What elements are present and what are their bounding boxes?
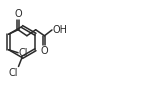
- Text: Cl: Cl: [19, 48, 28, 58]
- Text: Cl: Cl: [8, 67, 18, 77]
- Text: OH: OH: [53, 25, 68, 35]
- Text: O: O: [14, 9, 22, 19]
- Text: O: O: [41, 46, 48, 56]
